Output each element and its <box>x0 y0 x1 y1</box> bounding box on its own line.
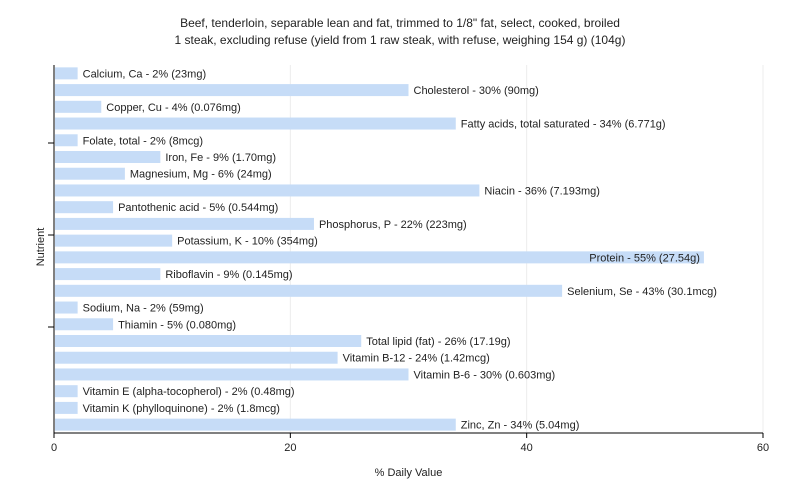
bar-label: Sodium, Na - 2% (59mg) <box>83 303 204 315</box>
bar-label: Vitamin K (phylloquinone) - 2% (1.8mcg) <box>83 403 280 415</box>
bar-label: Phosphorus, P - 22% (223mg) <box>319 219 467 231</box>
bars <box>55 67 704 431</box>
bar-label: Calcium, Ca - 2% (23mg) <box>83 68 206 80</box>
bar <box>55 167 125 180</box>
bar-label: Copper, Cu - 4% (0.076mg) <box>106 102 241 114</box>
x-tick-label: 60 <box>757 442 769 454</box>
chart-title-line-2: 1 steak, excluding refuse (yield from 1 … <box>174 33 626 47</box>
bar-label: Iron, Fe - 9% (1.70mg) <box>165 152 276 164</box>
bar-label: Potassium, K - 10% (354mg) <box>177 236 318 248</box>
bar <box>55 284 563 297</box>
bar-label: Niacin - 36% (7.193mg) <box>484 185 600 197</box>
bar-labels: Calcium, Ca - 2% (23mg) Cholesterol - 30%… <box>83 68 717 431</box>
bar <box>55 134 78 147</box>
bar-label: Riboflavin - 9% (0.145mg) <box>165 269 292 281</box>
bar <box>55 401 78 414</box>
bar <box>55 184 480 197</box>
bar-label: Folate, total - 2% (8mcg) <box>83 135 203 147</box>
x-tick-label: 40 <box>521 442 533 454</box>
bar-label: Total lipid (fat) - 26% (17.19g) <box>366 336 510 348</box>
bar <box>55 100 102 113</box>
bar <box>55 318 114 331</box>
bar-label: Magnesium, Mg - 6% (24mg) <box>130 169 272 181</box>
bar <box>55 368 409 381</box>
bar-label: Zinc, Zn - 34% (5.04mg) <box>461 420 580 432</box>
x-tick-label: 20 <box>284 442 296 454</box>
x-tick-label: 0 <box>51 442 57 454</box>
bar-label: Thiamin - 5% (0.080mg) <box>118 319 236 331</box>
bar <box>55 217 314 230</box>
axes: 0 20 40 60 <box>48 65 769 454</box>
bar <box>55 84 409 97</box>
bar <box>55 67 78 80</box>
bar <box>55 351 338 364</box>
bar-label: Vitamin E (alpha-tocopherol) - 2% (0.48m… <box>83 386 295 398</box>
bar <box>55 268 161 281</box>
bar <box>55 418 456 431</box>
bar <box>55 335 362 347</box>
y-axis-title: Nutrient <box>35 228 47 267</box>
bar <box>55 117 456 130</box>
bar <box>55 251 704 264</box>
bar-label: Cholesterol - 30% (90mg) <box>414 85 539 97</box>
bar-label: Vitamin B-6 - 30% (0.603mg) <box>414 369 556 381</box>
x-axis-title: % Daily Value <box>375 467 443 479</box>
bar-label: Pantothenic acid - 5% (0.544mg) <box>118 202 278 214</box>
bar <box>55 151 161 163</box>
bar-label: Vitamin B-12 - 24% (1.42mcg) <box>343 353 490 365</box>
bar-label: Fatty acids, total saturated - 34% (6.77… <box>461 119 666 131</box>
bar <box>55 201 114 214</box>
bar <box>55 301 78 314</box>
bar-label: Protein - 55% (27.54g) <box>589 252 700 264</box>
bar <box>55 234 173 247</box>
bar <box>55 385 78 398</box>
chart-title-line-1: Beef, tenderloin, separable lean and fat… <box>180 16 620 30</box>
bar-label: Selenium, Se - 43% (30.1mcg) <box>567 286 717 298</box>
